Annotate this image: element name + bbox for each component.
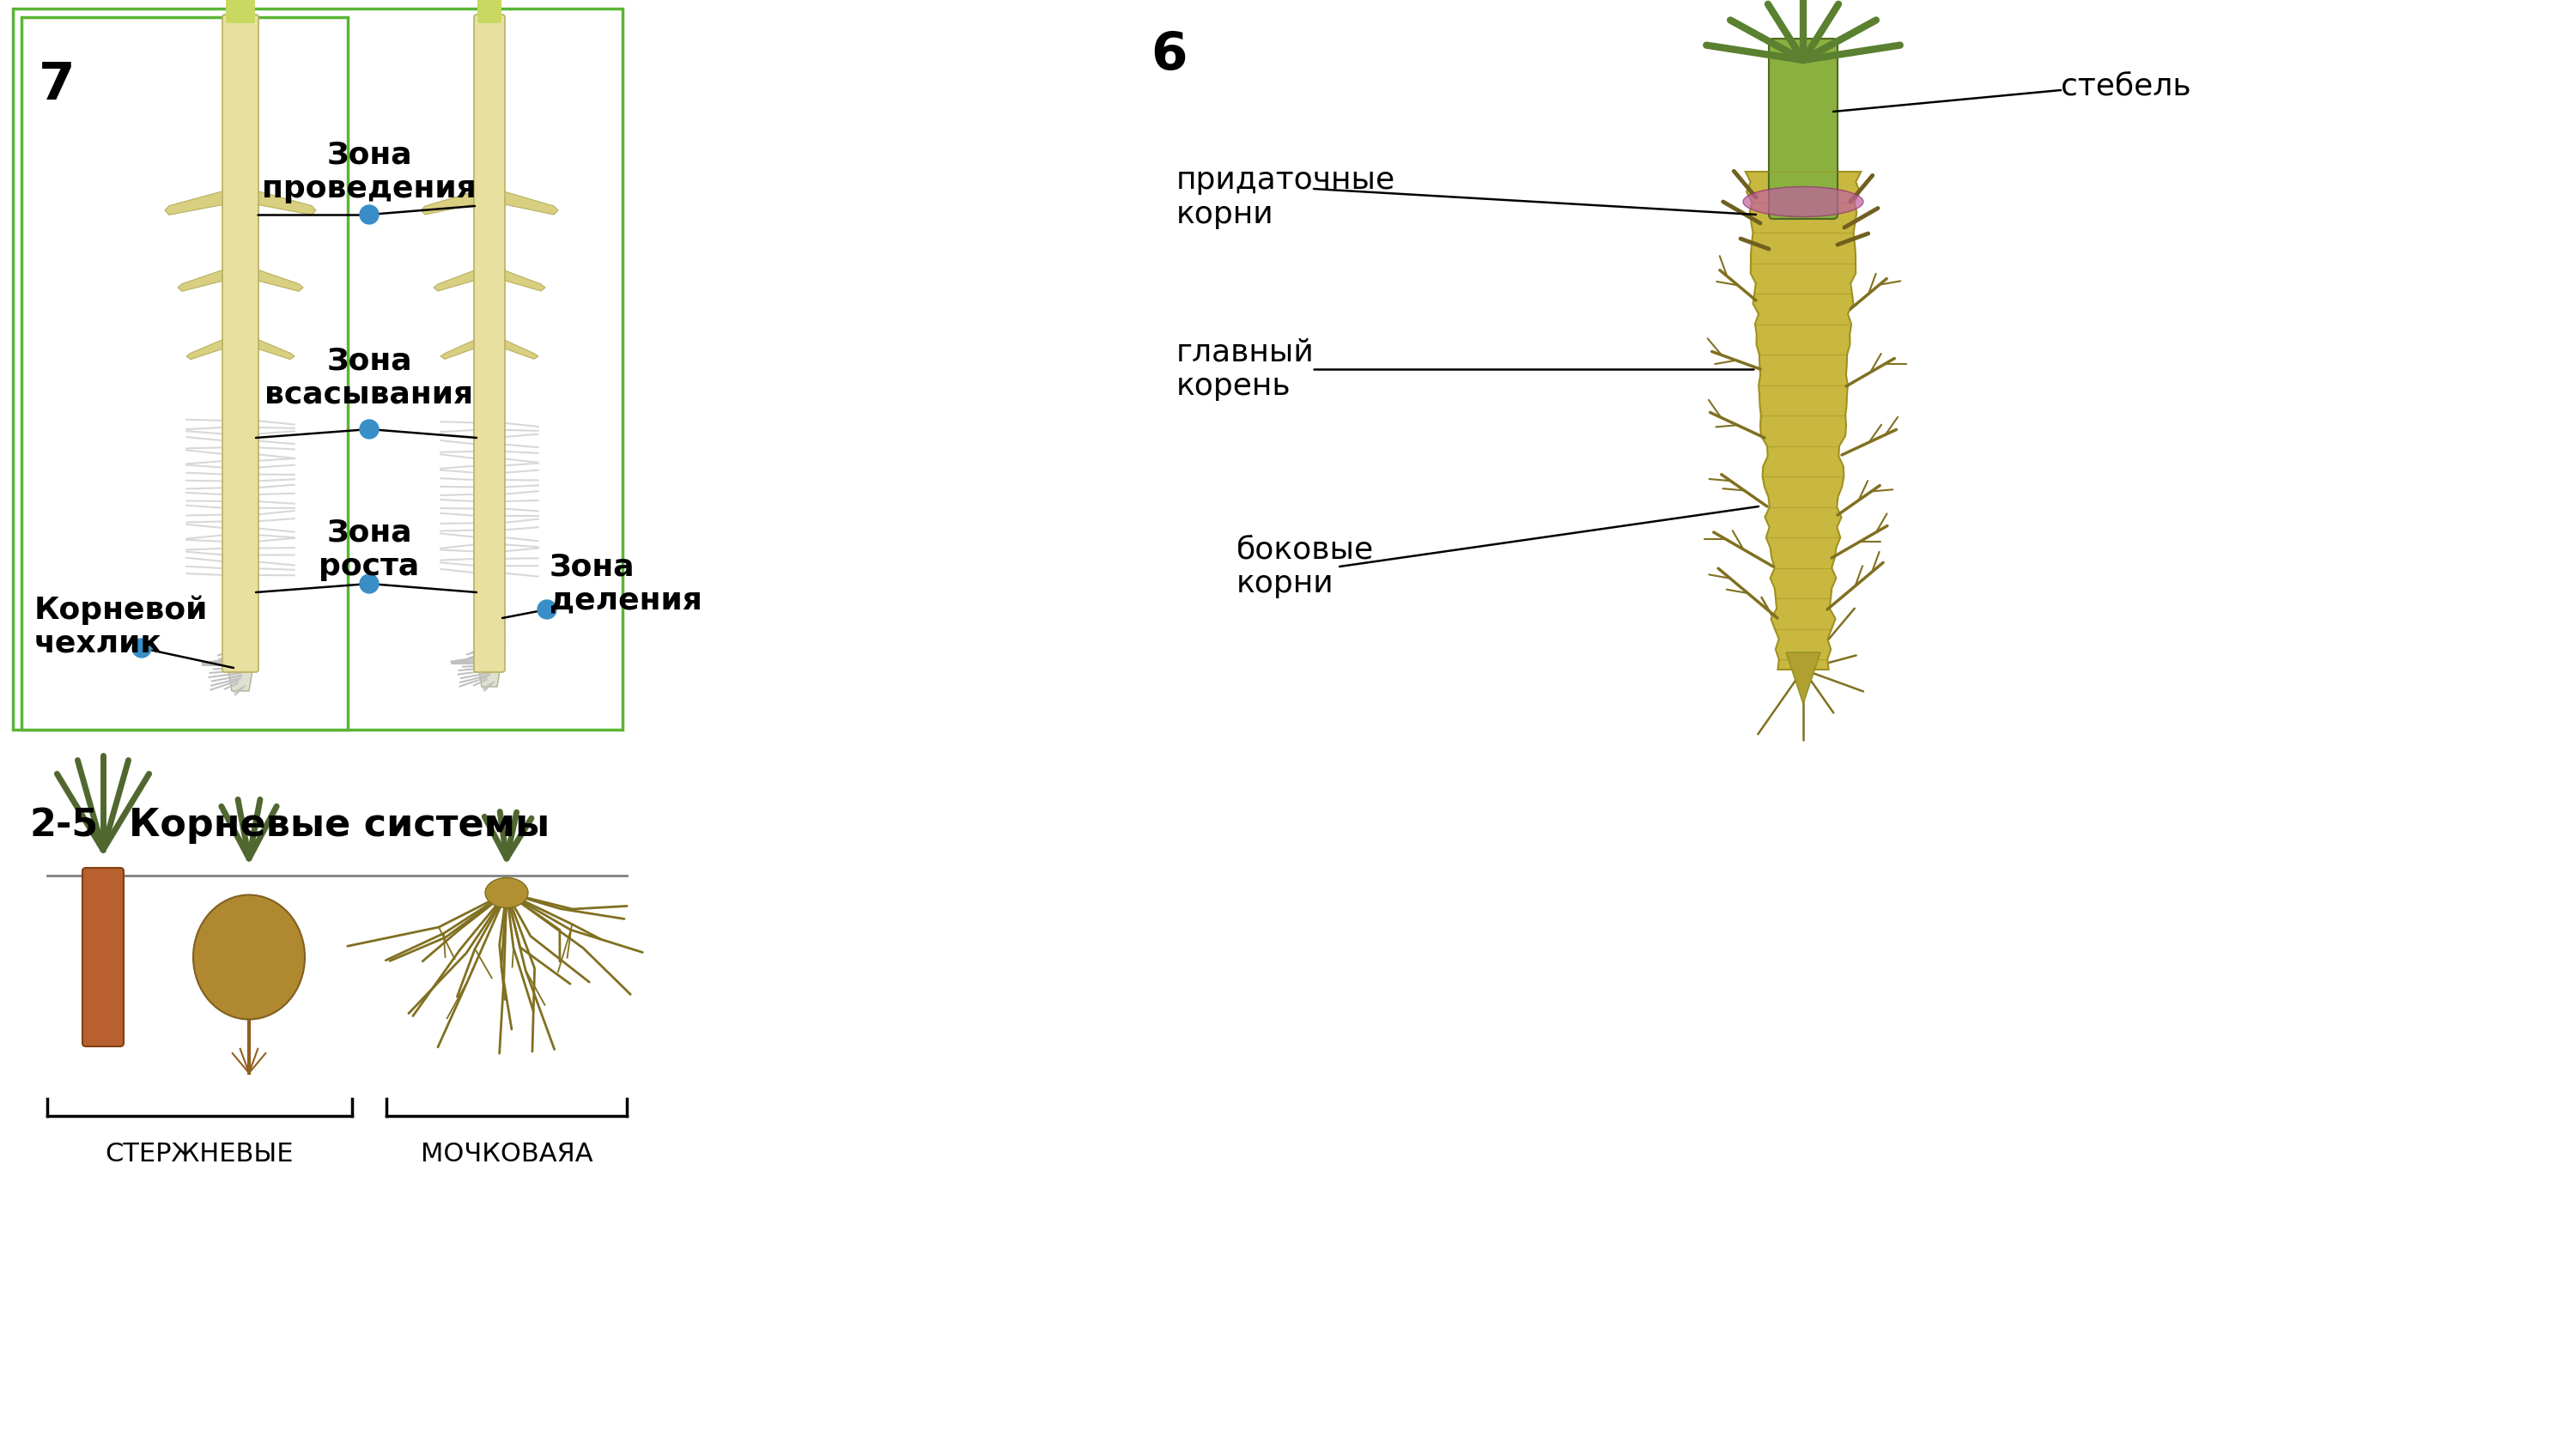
Polygon shape — [255, 270, 304, 291]
Text: СТЕРЖНЕВЫE: СТЕРЖНЕВЫE — [106, 1142, 294, 1166]
Text: стебель: стебель — [2061, 71, 2192, 100]
Polygon shape — [185, 339, 224, 359]
Ellipse shape — [193, 895, 304, 1019]
Polygon shape — [474, 639, 505, 687]
Polygon shape — [224, 639, 258, 691]
Text: придаточные
корни: придаточные корни — [1177, 167, 1396, 229]
Polygon shape — [433, 270, 477, 291]
Text: Зона
проведения: Зона проведения — [263, 141, 477, 203]
Polygon shape — [1747, 171, 1860, 669]
FancyBboxPatch shape — [227, 0, 255, 23]
Text: 7: 7 — [39, 59, 75, 110]
Bar — [21, 17, 348, 730]
Polygon shape — [1785, 652, 1821, 704]
Circle shape — [361, 420, 379, 439]
Polygon shape — [502, 339, 538, 359]
Text: Зона
деления: Зона деления — [549, 552, 703, 616]
Text: Зона
всасывания: Зона всасывания — [265, 346, 474, 409]
Polygon shape — [255, 191, 317, 214]
Polygon shape — [178, 270, 224, 291]
Text: 2-5: 2-5 — [31, 807, 98, 843]
Circle shape — [131, 639, 152, 658]
Polygon shape — [165, 191, 224, 214]
Text: 6: 6 — [1151, 30, 1188, 81]
FancyBboxPatch shape — [474, 14, 505, 672]
Text: Зона
роста: Зона роста — [319, 517, 420, 581]
Polygon shape — [502, 191, 559, 214]
Polygon shape — [420, 191, 477, 214]
Circle shape — [361, 574, 379, 593]
Ellipse shape — [484, 878, 528, 907]
Polygon shape — [440, 339, 477, 359]
Text: боковые
корни: боковые корни — [1236, 535, 1373, 598]
Ellipse shape — [1744, 187, 1862, 217]
Circle shape — [538, 600, 556, 619]
FancyBboxPatch shape — [222, 14, 258, 672]
FancyBboxPatch shape — [82, 868, 124, 1046]
Polygon shape — [502, 270, 546, 291]
Circle shape — [361, 206, 379, 225]
FancyBboxPatch shape — [1770, 39, 1837, 219]
Polygon shape — [255, 339, 294, 359]
Text: Корневой
чехлик: Корневой чехлик — [33, 596, 209, 658]
Text: МОЧКОВАЯА: МОЧКОВАЯА — [420, 1142, 592, 1166]
Text: главный
корень: главный корень — [1177, 338, 1314, 400]
Text: Корневые системы: Корневые системы — [129, 807, 549, 843]
FancyBboxPatch shape — [477, 0, 502, 23]
Bar — [13, 9, 623, 730]
